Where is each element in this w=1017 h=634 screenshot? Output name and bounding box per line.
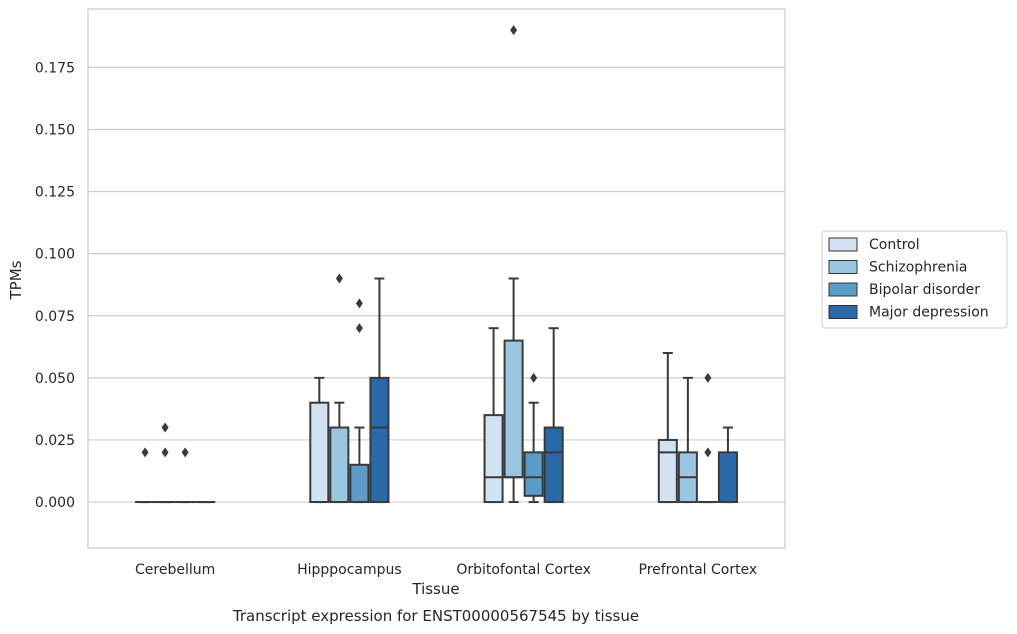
legend-swatch xyxy=(828,282,858,297)
legend-swatch xyxy=(828,260,858,274)
legend: Control Schizophrenia Bipolar disorder Majo… xyxy=(821,230,1008,329)
outlier-marker xyxy=(181,447,189,458)
box xyxy=(503,25,524,504)
box-series xyxy=(135,25,738,504)
outlier-marker xyxy=(704,372,712,383)
x-tick-labels: Cerebellum Hipppocampus Orbitofontal Corte… xyxy=(135,562,757,578)
legend-swatch xyxy=(828,305,858,319)
box-body xyxy=(657,438,678,504)
box xyxy=(543,327,564,504)
box-body xyxy=(349,463,370,504)
box xyxy=(155,422,176,504)
box xyxy=(677,376,698,504)
legend-swatch xyxy=(828,237,858,252)
outlier-marker xyxy=(161,447,169,458)
box-body xyxy=(717,451,738,504)
box xyxy=(523,372,544,504)
y-tick-label: 0.025 xyxy=(35,433,75,449)
box-body xyxy=(369,376,390,504)
box xyxy=(369,277,390,504)
box xyxy=(697,372,718,504)
outlier-marker xyxy=(530,372,538,383)
legend-label: Schizophrenia xyxy=(869,260,967,276)
x-tick-label: Cerebellum xyxy=(135,562,215,578)
x-tick-label: Hipppocampus xyxy=(297,562,402,578)
box-body xyxy=(503,339,524,479)
outlier-marker xyxy=(161,422,169,433)
box xyxy=(175,447,196,504)
outlier-marker xyxy=(510,25,518,36)
outlier-marker xyxy=(355,323,363,334)
box-body xyxy=(523,451,544,497)
x-tick-label: Prefrontal Cortex xyxy=(639,562,758,578)
legend-label: Control xyxy=(869,237,920,253)
y-tick-label: 0.125 xyxy=(35,185,75,201)
box-body xyxy=(309,401,330,504)
outlier-marker xyxy=(335,273,343,284)
box xyxy=(717,426,738,504)
box xyxy=(309,376,330,504)
x-tick-label: Orbitofontal Cortex xyxy=(456,562,591,578)
legend-label: Major depression xyxy=(869,305,989,321)
y-tick-label: 0.075 xyxy=(35,309,75,325)
plot-frame xyxy=(87,8,786,549)
box xyxy=(349,298,370,504)
y-tick-label: 0.150 xyxy=(35,122,75,138)
box-body xyxy=(483,414,504,504)
outlier-marker xyxy=(704,447,712,458)
y-tick-label: 0.050 xyxy=(35,371,75,387)
outlier-marker xyxy=(355,298,363,309)
box xyxy=(657,352,678,504)
x-axis-label: Tissue xyxy=(411,580,459,598)
legend-frame xyxy=(821,230,1008,329)
series-schizophrenia xyxy=(155,25,698,504)
legend-label: Bipolar disorder xyxy=(869,282,980,298)
y-tick-label: 0.100 xyxy=(35,247,75,263)
series-bipolar-disorder xyxy=(175,298,718,504)
y-tick-label: 0.175 xyxy=(35,60,75,76)
series-major-depression xyxy=(195,277,738,504)
y-axis-label: TPMs xyxy=(7,260,25,300)
box xyxy=(135,447,156,504)
box-body xyxy=(329,426,350,504)
box xyxy=(483,327,504,504)
box xyxy=(329,273,350,504)
chart-caption: Transcript expression for ENST0000056754… xyxy=(232,607,639,625)
box-body xyxy=(543,426,564,504)
y-tick-label: 0.000 xyxy=(35,495,75,511)
series-control xyxy=(135,327,678,504)
outlier-marker xyxy=(141,447,149,458)
y-tick-labels: 0.000 0.025 0.050 0.075 0.100 0.125 0.150 0.175 xyxy=(35,60,75,511)
